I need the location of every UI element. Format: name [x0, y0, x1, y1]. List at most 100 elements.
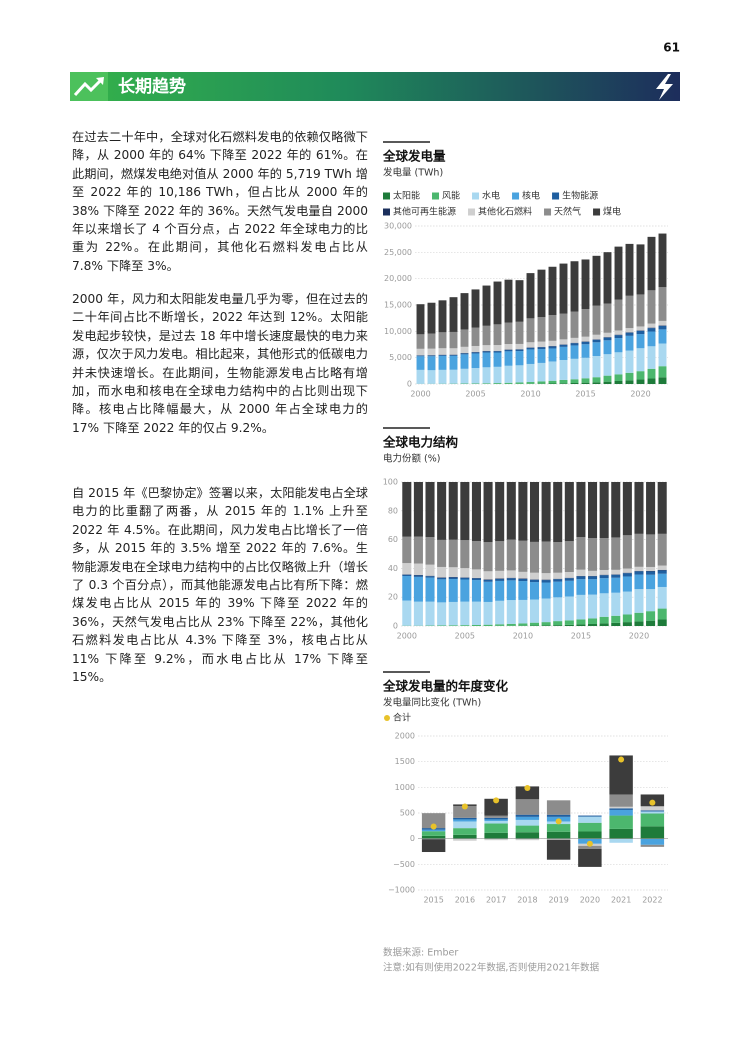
bar-segment	[636, 371, 645, 380]
bar-segment	[646, 611, 656, 621]
bar-segment	[515, 343, 524, 350]
bar-segment	[548, 340, 557, 347]
x-tick-label: 2015	[423, 896, 443, 905]
bar-segment	[657, 482, 667, 534]
bar-segment	[611, 574, 621, 578]
bar-segment	[578, 822, 602, 832]
bar-segment	[553, 579, 563, 582]
bar-segment	[482, 352, 491, 368]
y-tick-label: 10,000	[384, 327, 412, 336]
bar-segment	[634, 533, 644, 567]
bar-segment	[546, 839, 571, 860]
bar-segment	[449, 348, 458, 355]
bar-segment	[581, 378, 590, 383]
header-icon	[73, 77, 104, 97]
bar-segment	[636, 326, 645, 331]
bar-segment	[647, 346, 656, 369]
y-tick-label: 80	[388, 506, 398, 515]
bar-segment	[592, 339, 601, 343]
bar-segment	[449, 369, 458, 384]
bar-segment	[564, 620, 574, 625]
legend-label: 风能	[442, 190, 460, 202]
bar-segment	[506, 580, 516, 601]
bar-segment	[603, 303, 612, 333]
bar-segment	[460, 368, 469, 384]
bar-segment	[515, 365, 524, 383]
bar-segment	[453, 817, 477, 820]
bar-segment	[640, 811, 665, 814]
bar-segment	[541, 625, 551, 626]
bar-segment	[636, 294, 645, 327]
bar-segment	[576, 594, 586, 620]
bar-segment	[448, 567, 458, 578]
bar-segment	[453, 828, 477, 835]
bar-segment	[402, 482, 412, 537]
bar-segment	[471, 580, 481, 602]
bar-segment	[646, 534, 656, 567]
bar-segment	[622, 482, 632, 536]
bar-segment	[448, 579, 458, 602]
bar-segment	[413, 536, 423, 564]
bar-segment	[541, 582, 551, 599]
legend-swatch	[552, 192, 560, 200]
bar-segment	[603, 340, 612, 355]
bar-segment	[413, 563, 423, 576]
bar-segment	[614, 374, 623, 381]
chart-title: 全球发电量的年度变化	[382, 679, 509, 694]
bar-segment	[438, 348, 447, 355]
legend-label: 其他化石燃料	[478, 206, 532, 218]
bar-segment	[453, 805, 477, 818]
bar-segment	[438, 355, 447, 356]
bar-segment	[570, 311, 579, 338]
bar-segment	[529, 579, 540, 583]
total-dot	[586, 840, 593, 847]
y-tick-label: 100	[383, 478, 398, 487]
bar-segment	[416, 369, 425, 384]
bar-segment	[578, 816, 602, 823]
bar-segment	[541, 482, 551, 542]
bar-segment	[438, 369, 447, 384]
bar-segment	[413, 482, 423, 537]
bar-segment	[611, 569, 621, 575]
bar-segment	[529, 572, 540, 580]
bar-segment	[438, 300, 447, 333]
bar-segment	[625, 380, 634, 384]
bar-segment	[609, 808, 633, 810]
bar-segment	[471, 601, 481, 625]
bar-segment	[537, 347, 546, 350]
bar-segment	[614, 380, 623, 384]
bar-segment	[658, 320, 667, 326]
bar-segment	[427, 302, 436, 334]
bar-segment	[588, 482, 598, 539]
x-tick-label: 2019	[548, 896, 568, 905]
bar-segment	[484, 832, 508, 839]
bar-segment	[609, 806, 633, 809]
bar-segment	[460, 293, 469, 330]
bar-segment	[625, 350, 634, 373]
bar-segment	[599, 575, 609, 579]
bar-segment	[483, 601, 493, 625]
bar-segment	[657, 565, 667, 570]
bar-segment	[636, 330, 645, 335]
bar-segment	[634, 621, 644, 626]
bar-segment	[625, 332, 634, 336]
bar-segment	[658, 343, 667, 367]
y-tick-label: −500	[393, 860, 415, 869]
bar-segment	[548, 361, 557, 381]
bar-segment	[546, 800, 571, 815]
bar-segment	[578, 815, 602, 817]
bar-segment	[482, 367, 491, 384]
bar-segment	[553, 621, 563, 626]
bar-segment	[603, 354, 612, 376]
bar-segment	[647, 328, 656, 332]
bar-segment	[603, 252, 612, 304]
total-dot	[524, 784, 531, 791]
x-tick-label: 2020	[630, 390, 650, 399]
legend-label: 生物能源	[562, 190, 598, 202]
bar-segment	[614, 299, 623, 331]
bar-segment	[515, 838, 540, 841]
bar-segment	[634, 574, 644, 590]
y-tick-label: 500	[400, 809, 415, 818]
y-tick-label: 40	[388, 564, 398, 573]
